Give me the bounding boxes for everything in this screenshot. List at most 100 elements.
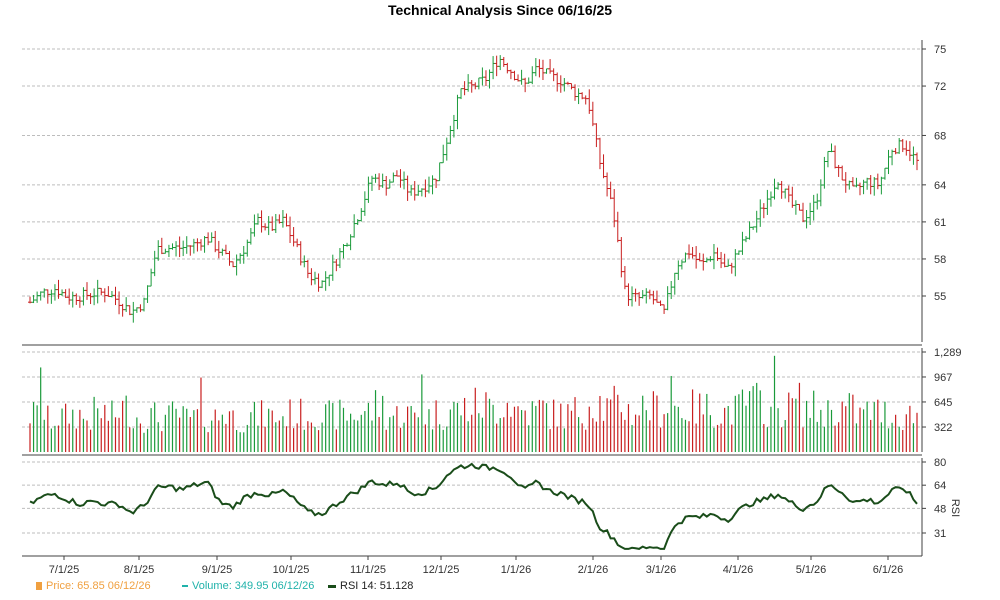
price-bar — [245, 239, 250, 257]
price-bar — [255, 213, 260, 225]
price-bar — [530, 66, 535, 85]
x-tick-label: 3/1/26 — [646, 564, 677, 576]
price-bar — [184, 236, 189, 254]
legend-price-marker — [36, 582, 42, 591]
price-bar — [562, 78, 567, 92]
price-bar — [423, 179, 428, 198]
price-bar — [206, 232, 211, 246]
price-bar — [811, 194, 816, 221]
axes: 55 58 61 64 68 72 75 322 645 967 1,289 31 48 64 80 RSI 7… — [22, 40, 962, 576]
price-bar — [900, 138, 905, 153]
price-bar — [491, 56, 496, 80]
price-bar — [149, 268, 154, 287]
price-bar — [915, 152, 919, 171]
price-bar — [444, 137, 449, 161]
price-bar — [131, 301, 136, 323]
price-bar — [216, 240, 221, 259]
price-bar — [327, 274, 332, 287]
price-bar — [345, 242, 350, 247]
price-bar — [779, 180, 784, 199]
price-bar — [804, 210, 809, 229]
price-bar — [736, 250, 741, 255]
rsi-plot — [29, 462, 918, 550]
price-bar — [597, 137, 602, 170]
legend-rsi: RSI 14: 51.128 — [328, 580, 413, 592]
price-bar — [548, 59, 553, 74]
price-bar — [84, 282, 89, 300]
price-bar — [35, 291, 40, 303]
price-bar — [751, 226, 756, 230]
price-bar — [793, 200, 798, 215]
price-bar — [640, 290, 645, 299]
legend-price: Price: 65.85 06/12/26 — [36, 580, 151, 592]
price-bar — [761, 203, 766, 219]
price-bar — [416, 185, 421, 196]
price-bar — [697, 252, 702, 262]
volume-plot — [29, 355, 918, 452]
price-bar — [320, 280, 325, 289]
price-bar — [580, 92, 585, 100]
price-bar — [312, 271, 317, 285]
price-bar — [138, 304, 143, 313]
price-bar — [156, 240, 161, 261]
price-bar — [654, 290, 659, 303]
price-bar — [341, 244, 346, 259]
price-bar — [28, 296, 32, 304]
price-bar — [494, 55, 499, 77]
price-bar — [70, 291, 75, 308]
price-bar — [715, 247, 720, 261]
volume-tick-label: 1,289 — [934, 347, 962, 359]
price-bar — [768, 191, 773, 207]
price-bar — [434, 178, 439, 189]
price-bar — [295, 238, 300, 248]
price-bar — [865, 177, 870, 190]
price-bar — [818, 179, 823, 207]
price-bar — [790, 186, 795, 208]
price-bar — [412, 181, 417, 201]
price-bar — [815, 193, 820, 210]
price-bar — [672, 272, 677, 295]
price-bar — [765, 189, 770, 215]
price-bar — [409, 184, 414, 196]
price-bar — [523, 77, 528, 93]
price-bar — [729, 262, 734, 274]
price-bar — [174, 241, 179, 257]
price-bar — [227, 250, 232, 266]
price-bar — [198, 239, 203, 251]
price-bar — [854, 177, 859, 188]
price-bar — [280, 209, 285, 228]
volume-tick-label: 322 — [934, 422, 952, 434]
price-bar — [622, 266, 627, 290]
price-bar — [498, 55, 503, 71]
price-bar — [825, 150, 830, 168]
price-bar — [833, 145, 838, 169]
x-tick-label: 4/1/26 — [723, 564, 754, 576]
x-tick-label: 11/1/25 — [350, 564, 386, 576]
price-bar — [60, 289, 65, 296]
price-bar — [273, 213, 278, 233]
x-tick-label: 9/1/25 — [202, 564, 233, 576]
price-bar — [394, 170, 399, 177]
price-bar — [633, 288, 638, 302]
price-bar — [145, 285, 150, 303]
price-tick-label: 55 — [934, 291, 946, 303]
price-bar — [783, 188, 788, 199]
price-bar — [519, 69, 524, 85]
price-bar — [651, 290, 656, 305]
rsi-tick-label: 80 — [934, 457, 946, 469]
price-bar — [687, 244, 692, 259]
price-tick-label: 64 — [934, 180, 946, 192]
price-bar — [587, 89, 592, 114]
price-bar — [459, 88, 464, 100]
price-bar — [248, 228, 253, 245]
chart-title: Technical Analysis Since 06/16/25 — [387, 2, 613, 18]
price-bar — [384, 176, 389, 196]
price-bar — [352, 214, 357, 238]
price-bar — [177, 236, 182, 258]
price-bar — [288, 216, 293, 244]
price-bar — [483, 70, 488, 86]
price-bar — [911, 146, 916, 165]
price-bar — [263, 223, 268, 231]
price-bar — [366, 176, 371, 203]
price-bar — [744, 236, 749, 243]
